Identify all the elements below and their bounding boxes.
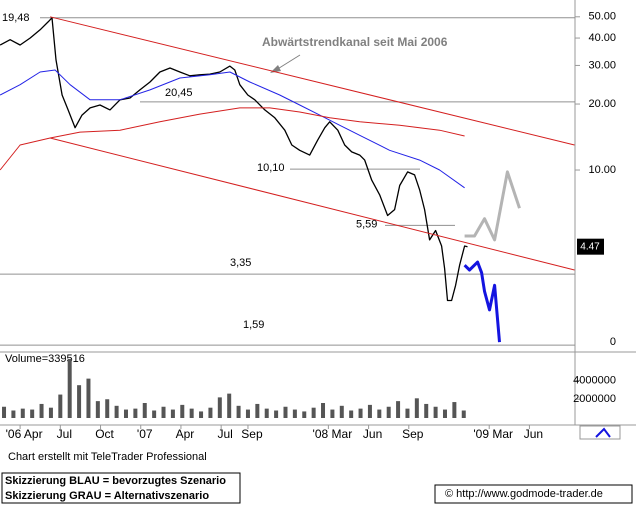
volume-bar <box>48 407 53 418</box>
x-tick-label: '06 Apr <box>6 427 43 441</box>
level-label: 3,35 <box>230 257 251 269</box>
volume-bar <box>67 358 72 418</box>
line-series <box>463 260 501 343</box>
volume-bar <box>452 402 457 418</box>
y-tick-label: 20.00 <box>588 98 616 110</box>
volume-bar <box>396 401 401 418</box>
scenario-icon <box>579 425 621 440</box>
volume-bar <box>208 407 213 418</box>
volume-bar <box>161 406 166 418</box>
annotation: Abwärtstrendkanal seit Mai 2006 <box>262 35 448 49</box>
volume-bar <box>245 409 250 418</box>
level-label: 20,45 <box>165 87 193 99</box>
volume-bar <box>217 397 222 418</box>
volume-bar <box>199 411 204 418</box>
volume-bar <box>339 405 344 418</box>
volume-bar <box>283 406 288 418</box>
x-tick-label: Oct <box>95 427 114 441</box>
y-tick-label: 50.00 <box>588 11 616 23</box>
x-tick-label: Sep <box>241 427 263 441</box>
volume-bar <box>30 409 35 418</box>
volume-bar <box>321 403 326 418</box>
volume-bar <box>274 410 279 418</box>
volume-bar <box>227 393 232 418</box>
volume-bar <box>302 411 307 418</box>
volume-bar <box>405 408 410 418</box>
x-tick-label: Sep <box>402 427 424 441</box>
volume-bar <box>414 398 419 418</box>
volume-bar <box>264 408 269 418</box>
line-series <box>49 137 575 271</box>
volume-bar <box>255 403 260 418</box>
volume-bar <box>142 403 147 418</box>
legend-blue: Skizzierung BLAU = bevorzugtes Szenario <box>5 475 226 487</box>
x-tick-label: Jun <box>363 427 382 441</box>
volume-bar <box>2 406 7 418</box>
volume-bar <box>461 410 466 418</box>
copyright: © http://www.godmode-trader.de <box>445 488 603 500</box>
level-label: 1,59 <box>243 319 264 331</box>
y-tick-label: 40.00 <box>588 32 616 44</box>
x-tick-label: Jul <box>217 427 232 441</box>
y-tick-label: 30.00 <box>588 59 616 71</box>
x-tick-label: Apr <box>176 427 195 441</box>
x-tick-label: '09 Mar <box>473 427 513 441</box>
annotation-arrow <box>275 54 301 71</box>
volume-bar <box>433 406 438 418</box>
volume-bar <box>152 410 157 418</box>
x-tick-label: '08 Mar <box>313 427 353 441</box>
volume-bar <box>386 406 391 418</box>
x-tick-label: Jun <box>524 427 543 441</box>
copyright-box <box>434 484 633 504</box>
volume-bar <box>236 405 241 418</box>
y-tick-label: 10.00 <box>588 164 616 176</box>
plot-area <box>0 16 575 346</box>
volume-bar <box>292 409 297 418</box>
volume-bar <box>77 385 82 418</box>
credit: Chart erstellt mit TeleTrader Profession… <box>8 451 207 463</box>
volume-bar <box>95 401 100 418</box>
line-series <box>0 107 465 171</box>
volume-bar <box>330 409 335 418</box>
volume-bar <box>39 403 44 418</box>
volume-bar <box>311 407 316 418</box>
volume-bar <box>367 404 372 418</box>
volume-bar <box>11 410 16 418</box>
legend-gray: Skizzierung GRAU = Alternativszenario <box>5 490 209 502</box>
volume-bar <box>424 403 429 418</box>
level-label: 10,10 <box>257 162 285 174</box>
volume-bar <box>189 408 194 418</box>
volume-label: Volume=339516 <box>5 353 85 365</box>
y-tick-label: 2000000 <box>573 393 616 405</box>
last-price-box <box>577 238 604 255</box>
y-tick-label: 0 <box>610 336 616 348</box>
last-price-label: 4.47 <box>580 241 600 252</box>
volume-bar <box>377 409 382 418</box>
peak-label: 19,48 <box>2 12 30 24</box>
volume-bar <box>442 409 447 418</box>
legend-box <box>1 472 241 504</box>
line-series <box>0 17 468 302</box>
volume-bar <box>58 394 63 418</box>
line-series <box>0 69 465 189</box>
volume-bar <box>123 409 128 418</box>
volume-bar <box>170 409 175 418</box>
volume-bar <box>20 408 25 418</box>
level-label: 5,59 <box>356 218 377 230</box>
volume-bar <box>105 399 110 418</box>
y-tick-label: 4000000 <box>573 374 616 386</box>
volume-bar <box>86 378 91 418</box>
x-tick-label: Jul <box>57 427 72 441</box>
volume-bar <box>114 405 119 418</box>
line-series <box>49 16 575 146</box>
line-series <box>464 170 521 242</box>
volume-bar <box>358 408 363 418</box>
volume-bar <box>180 404 185 418</box>
volume-bar <box>133 408 138 418</box>
x-tick-label: '07 <box>137 427 153 441</box>
volume-bar <box>349 410 354 418</box>
